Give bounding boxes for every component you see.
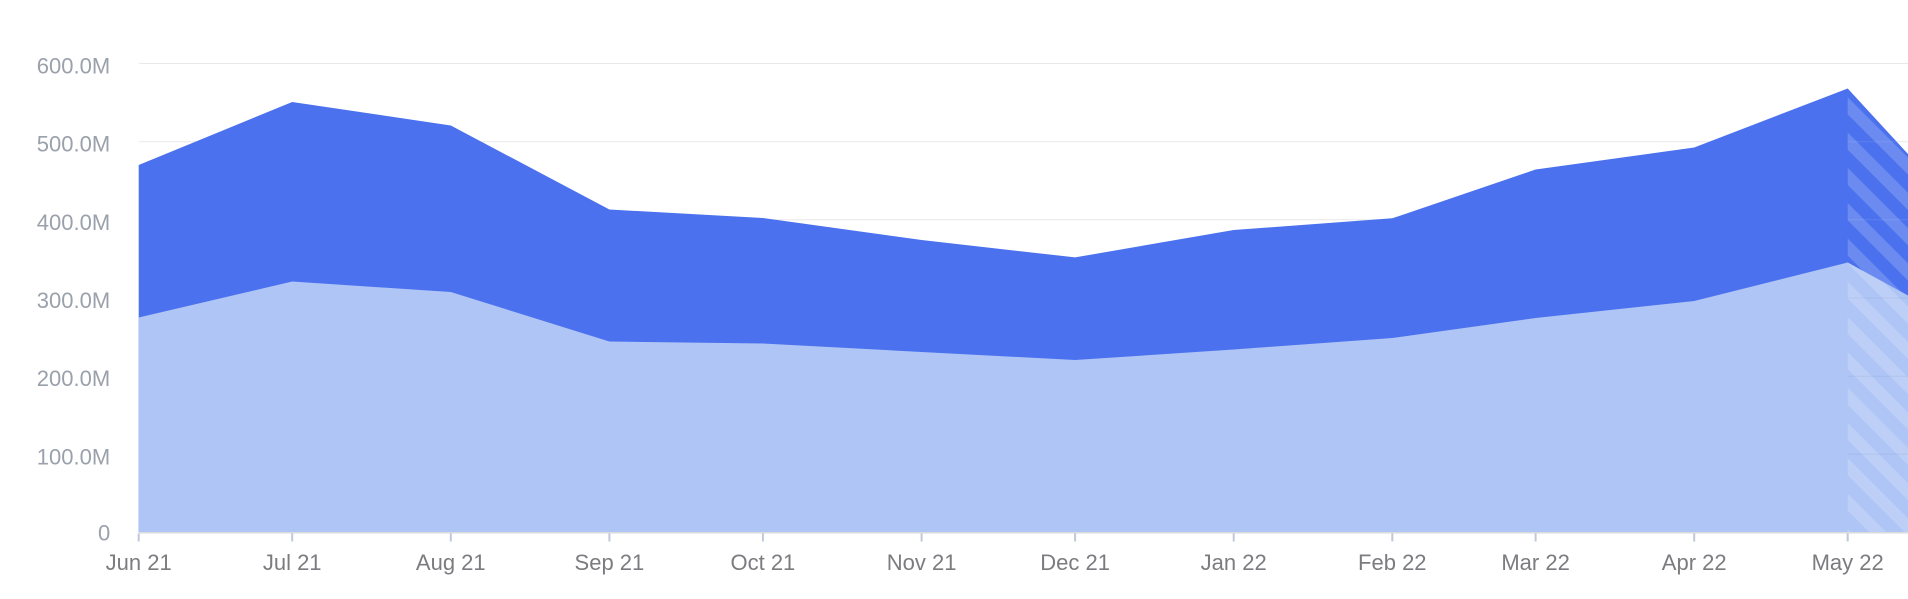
svg-text:Feb 22: Feb 22: [1358, 550, 1427, 575]
svg-text:500.0M: 500.0M: [37, 132, 110, 157]
svg-text:100.0M: 100.0M: [37, 444, 110, 469]
svg-text:600.0M: 600.0M: [37, 54, 110, 79]
svg-text:Oct 21: Oct 21: [730, 550, 795, 575]
svg-text:Sep 21: Sep 21: [575, 550, 645, 575]
svg-text:May 22: May 22: [1812, 550, 1884, 575]
svg-text:200.0M: 200.0M: [37, 366, 110, 391]
svg-text:0: 0: [98, 521, 110, 546]
svg-text:300.0M: 300.0M: [37, 288, 110, 313]
svg-text:Mar 22: Mar 22: [1501, 550, 1569, 575]
svg-text:Dec 21: Dec 21: [1040, 550, 1110, 575]
svg-text:Apr 22: Apr 22: [1662, 550, 1727, 575]
svg-text:Aug 21: Aug 21: [416, 550, 486, 575]
svg-text:Jan 22: Jan 22: [1201, 550, 1267, 575]
svg-text:Jul 21: Jul 21: [263, 550, 322, 575]
svg-text:400.0M: 400.0M: [37, 210, 110, 235]
svg-text:Nov 21: Nov 21: [887, 550, 957, 575]
svg-text:Jun 21: Jun 21: [106, 550, 172, 575]
